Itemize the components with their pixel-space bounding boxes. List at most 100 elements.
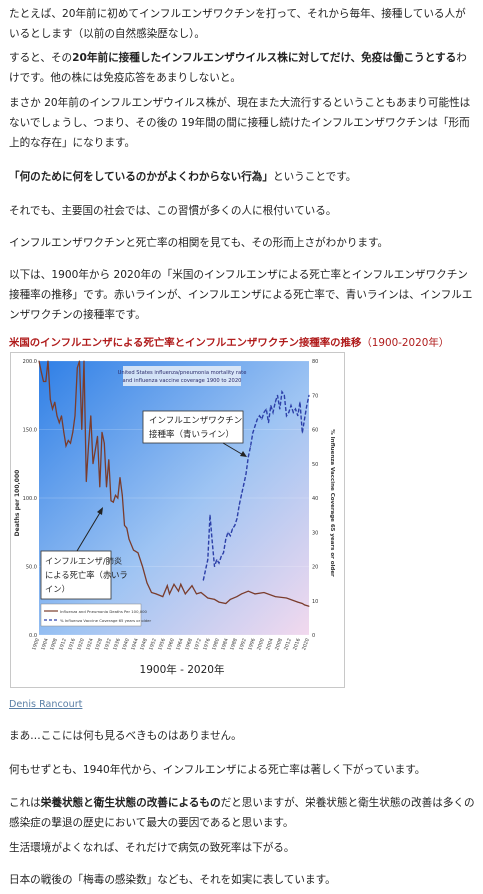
x-tick-label: 1916 — [67, 638, 77, 652]
vaccine-point — [223, 552, 224, 554]
x-tick-label: 1932 — [103, 638, 113, 652]
paragraph-12: 日本の戦後の「梅毒の感染数」なども、それを如実に表しています。 — [9, 874, 336, 886]
chart-title-line-1: United States influenza/pneumonia mortal… — [118, 370, 247, 376]
mortality-point — [54, 401, 56, 403]
vaccine-point — [254, 425, 256, 427]
x-tick-label: 1976 — [202, 638, 212, 652]
vaccine-point — [290, 405, 292, 406]
mortality-point — [85, 481, 87, 483]
mortality-point — [218, 601, 220, 603]
vaccine-point — [283, 394, 285, 396]
mortality-point — [61, 415, 62, 417]
vaccine-point — [306, 405, 308, 406]
p2-emphasis: 20年前に接種したインフルエンザウイルス株に対してだけ、免疫は働こうとする — [72, 52, 457, 64]
mortality-point — [162, 596, 164, 598]
vaccine-point — [227, 531, 229, 533]
vaccine-point — [216, 559, 218, 561]
x-tick-label: 1944 — [130, 638, 140, 652]
vaccine-point — [209, 514, 211, 516]
vaccine-point — [232, 528, 233, 530]
mortality-point — [178, 590, 179, 592]
x-tick-label: 1992 — [238, 638, 248, 652]
x-tick-label: 2008 — [274, 638, 284, 652]
mortality-point — [196, 593, 197, 595]
mortality-point — [263, 592, 265, 593]
mortality-point — [90, 415, 92, 417]
paragraph-11: 生活環境がよくなれば、それだけで病気の致死率は下がる。 — [9, 842, 295, 854]
mortality-point — [133, 549, 134, 551]
mortality-point — [112, 501, 114, 503]
mortality-point — [79, 360, 80, 362]
x-tick-label: 1960 — [166, 638, 176, 652]
chart-legend — [40, 603, 142, 627]
mortality-point — [65, 445, 67, 447]
x-tick-label: 1952 — [148, 638, 158, 652]
mortality-point — [106, 486, 107, 488]
left-axis-label: Deaths per 100,000 — [14, 470, 21, 537]
mortality-point — [92, 463, 94, 465]
mortality-point — [38, 360, 40, 362]
vaccine-point — [236, 518, 238, 520]
right-tick-label: 0 — [312, 633, 315, 639]
paragraph-1: たとえば、20年前に初めてインフルエンザワクチンを打って、それから毎年、接種して… — [9, 8, 466, 40]
vaccine-point — [274, 401, 276, 403]
vaccine-point — [234, 524, 236, 526]
mortality-point — [166, 585, 168, 587]
x-tick-label: 2004 — [265, 638, 275, 652]
right-tick-label: 20 — [312, 565, 318, 571]
vaccine-point — [263, 411, 265, 413]
vaccine-point — [301, 432, 303, 434]
mortality-point — [214, 598, 215, 600]
p4-text-b: ということです。 — [273, 171, 357, 183]
right-tick-label: 80 — [312, 359, 318, 365]
vaccine-point — [218, 562, 220, 564]
left-tick-label: 100.0 — [23, 496, 37, 502]
mortality-point — [119, 477, 121, 478]
vaccine-series — [202, 389, 310, 581]
mortality-point — [70, 442, 71, 444]
vaccine-point — [304, 418, 305, 420]
x-tick-label: 1972 — [193, 638, 203, 652]
mortality-point — [200, 592, 202, 593]
x-tick-label: 1980 — [211, 638, 221, 652]
vaccine-point — [297, 415, 299, 417]
x-tick-label: 1968 — [184, 638, 194, 652]
figure-caption-years: （1900-2020年） — [361, 337, 450, 349]
mortality-point — [43, 381, 44, 382]
right-tick-label: 10 — [312, 599, 318, 605]
mortality-point — [236, 596, 238, 598]
source-credit-link[interactable]: Denis Rancourt — [9, 699, 83, 710]
p2-text-c: わけです。他の株には免疫応答をあまりしないと。 — [9, 52, 467, 84]
chart-svg: 0.0 50.0 100.0 150.0 200.0 0 10 20 30 40 50 60 70 80… — [11, 353, 344, 687]
figure-caption-main: 米国のインフルエンザによる死亡率とインフルエンザワクチン接種率の推移 — [9, 337, 362, 349]
mortality-point — [155, 593, 157, 595]
vaccine-arrowhead — [240, 451, 247, 457]
vaccine-annotation-line-1: インフルエンザワクチン — [149, 416, 242, 426]
right-tick-label: 50 — [312, 462, 318, 468]
mortality-annotation-arrow — [76, 510, 102, 552]
vaccine-point — [241, 494, 242, 496]
vaccine-point — [245, 473, 247, 475]
vaccine-point — [259, 415, 260, 417]
right-tick-label: 30 — [312, 530, 318, 536]
mortality-point — [115, 494, 116, 496]
vaccine-point — [265, 408, 267, 410]
paragraph-6: インフルエンザワクチンと死亡率の相関を見ても、その形而上さがわかります。 — [9, 237, 389, 249]
x-tick-label: 1920 — [76, 638, 86, 652]
x-tick-label: 1996 — [247, 638, 257, 652]
mortality-point — [247, 590, 249, 592]
mortality-point — [128, 538, 130, 540]
vaccine-point — [286, 415, 287, 417]
mortality-series — [38, 360, 310, 607]
paragraph-5: それでも、主要国の社会では、この習慣が多くの人に根付いている。 — [9, 205, 337, 217]
mortality-point — [308, 605, 310, 607]
vaccine-point — [256, 418, 258, 420]
mortality-annotation-line-3: イン） — [45, 584, 70, 594]
x-tick-label: 1924 — [85, 638, 95, 652]
vaccine-point — [281, 391, 283, 393]
mortality-point — [99, 486, 101, 488]
x-tick-label: 2012 — [283, 638, 293, 652]
mortality-arrowhead — [97, 507, 103, 515]
mortality-point — [108, 459, 110, 461]
